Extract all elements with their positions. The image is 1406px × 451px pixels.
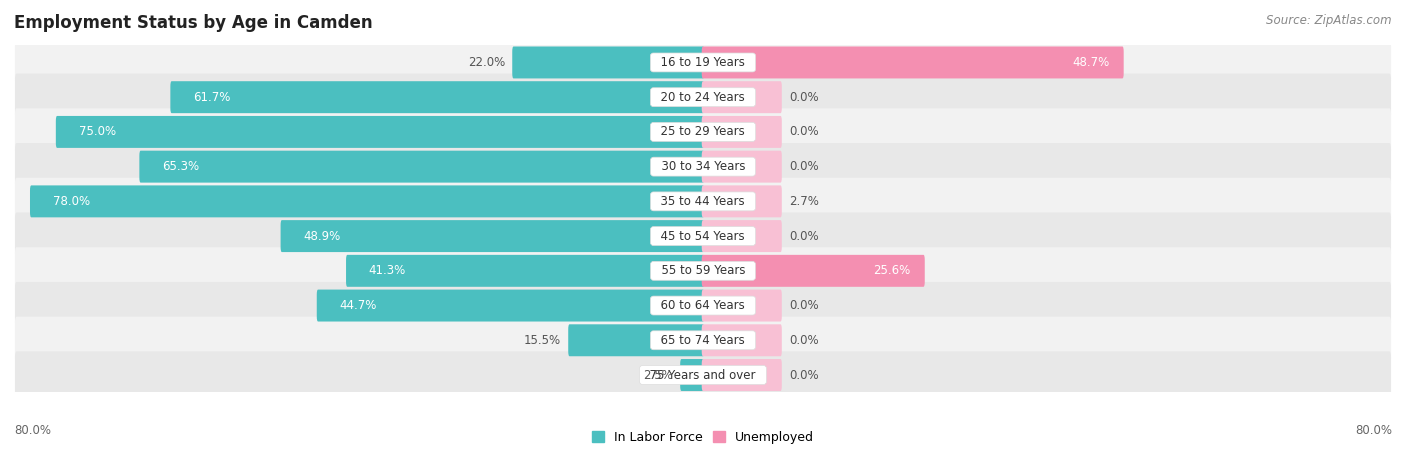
Text: 75 Years and over: 75 Years and over: [643, 368, 763, 382]
FancyBboxPatch shape: [15, 143, 1391, 190]
FancyBboxPatch shape: [15, 212, 1391, 260]
FancyBboxPatch shape: [15, 351, 1391, 399]
Text: 75.0%: 75.0%: [79, 125, 115, 138]
Text: 41.3%: 41.3%: [368, 264, 406, 277]
FancyBboxPatch shape: [702, 151, 782, 183]
Text: 15.5%: 15.5%: [524, 334, 561, 347]
Text: 78.0%: 78.0%: [53, 195, 90, 208]
FancyBboxPatch shape: [281, 220, 704, 252]
FancyBboxPatch shape: [702, 359, 782, 391]
FancyBboxPatch shape: [702, 255, 925, 287]
Text: 80.0%: 80.0%: [1355, 424, 1392, 437]
Text: 55 to 59 Years: 55 to 59 Years: [654, 264, 752, 277]
FancyBboxPatch shape: [15, 108, 1391, 156]
FancyBboxPatch shape: [702, 81, 782, 113]
FancyBboxPatch shape: [170, 81, 704, 113]
Text: 65 to 74 Years: 65 to 74 Years: [654, 334, 752, 347]
Text: 25.6%: 25.6%: [873, 264, 911, 277]
FancyBboxPatch shape: [15, 247, 1391, 295]
FancyBboxPatch shape: [702, 185, 782, 217]
FancyBboxPatch shape: [15, 317, 1391, 364]
Text: 80.0%: 80.0%: [14, 424, 51, 437]
FancyBboxPatch shape: [702, 46, 1123, 78]
FancyBboxPatch shape: [346, 255, 704, 287]
FancyBboxPatch shape: [568, 324, 704, 356]
Text: 0.0%: 0.0%: [789, 368, 818, 382]
Text: 0.0%: 0.0%: [789, 334, 818, 347]
Text: 0.0%: 0.0%: [789, 230, 818, 243]
Text: 65.3%: 65.3%: [162, 160, 200, 173]
Text: Source: ZipAtlas.com: Source: ZipAtlas.com: [1267, 14, 1392, 27]
FancyBboxPatch shape: [681, 359, 704, 391]
FancyBboxPatch shape: [15, 282, 1391, 329]
Text: 2.7%: 2.7%: [789, 195, 818, 208]
FancyBboxPatch shape: [15, 178, 1391, 225]
FancyBboxPatch shape: [702, 290, 782, 322]
Legend: In Labor Force, Unemployed: In Labor Force, Unemployed: [586, 426, 820, 449]
FancyBboxPatch shape: [702, 324, 782, 356]
FancyBboxPatch shape: [702, 220, 782, 252]
Text: 60 to 64 Years: 60 to 64 Years: [654, 299, 752, 312]
Text: 61.7%: 61.7%: [193, 91, 231, 104]
Text: 30 to 34 Years: 30 to 34 Years: [654, 160, 752, 173]
Text: 48.7%: 48.7%: [1073, 56, 1109, 69]
Text: 25 to 29 Years: 25 to 29 Years: [654, 125, 752, 138]
Text: 44.7%: 44.7%: [340, 299, 377, 312]
FancyBboxPatch shape: [15, 39, 1391, 86]
FancyBboxPatch shape: [512, 46, 704, 78]
FancyBboxPatch shape: [702, 116, 782, 148]
Text: 0.0%: 0.0%: [789, 299, 818, 312]
Text: 0.0%: 0.0%: [789, 91, 818, 104]
FancyBboxPatch shape: [30, 185, 704, 217]
FancyBboxPatch shape: [56, 116, 704, 148]
Text: 45 to 54 Years: 45 to 54 Years: [654, 230, 752, 243]
Text: 22.0%: 22.0%: [468, 56, 505, 69]
FancyBboxPatch shape: [316, 290, 704, 322]
Text: 16 to 19 Years: 16 to 19 Years: [654, 56, 752, 69]
Text: 0.0%: 0.0%: [789, 160, 818, 173]
FancyBboxPatch shape: [15, 74, 1391, 121]
Text: Employment Status by Age in Camden: Employment Status by Age in Camden: [14, 14, 373, 32]
Text: 20 to 24 Years: 20 to 24 Years: [654, 91, 752, 104]
Text: 0.0%: 0.0%: [789, 125, 818, 138]
Text: 48.9%: 48.9%: [304, 230, 340, 243]
Text: 35 to 44 Years: 35 to 44 Years: [654, 195, 752, 208]
FancyBboxPatch shape: [139, 151, 704, 183]
Text: 2.5%: 2.5%: [643, 368, 673, 382]
